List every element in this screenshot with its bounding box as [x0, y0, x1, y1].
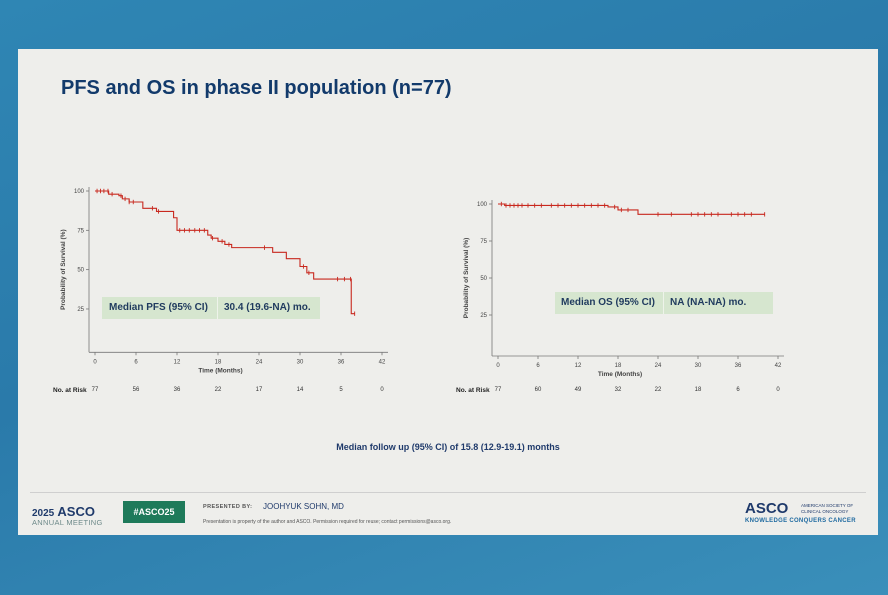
- at-risk-count: 0: [776, 387, 780, 393]
- pfs-chart: 25 50 75 100 0 6 12 18 24 30 36 42 Time (Months) Prob…: [60, 187, 388, 374]
- y-tick-label: 25: [77, 307, 84, 313]
- at-risk-count: 49: [574, 387, 582, 393]
- slide: PFS and OS in phase II population (n=77)…: [18, 49, 878, 535]
- presented-by-label: PRESENTED BY:: [203, 504, 253, 510]
- x-tick-label: 30: [297, 359, 304, 365]
- x-tick-label: 0: [93, 359, 97, 365]
- asco-logo: ASCO: [745, 500, 789, 517]
- y-tick-label: 100: [74, 189, 85, 195]
- slide-title: PFS and OS in phase II population (n=77): [61, 77, 452, 99]
- at-risk-count: 22: [654, 387, 662, 393]
- footer-divider: [30, 492, 866, 493]
- meeting-year: 2025: [32, 508, 55, 519]
- x-tick-label: 42: [775, 363, 782, 369]
- pfs-median-label: Median PFS (95% CI): [109, 302, 208, 313]
- x-tick-label: 30: [695, 363, 702, 369]
- x-tick-label: 42: [379, 359, 386, 365]
- at-risk-count: 18: [694, 387, 702, 393]
- at-risk-count: 22: [214, 387, 222, 393]
- at-risk-count: 14: [296, 387, 304, 393]
- followup-text: Median follow up (95% CI) of 15.8 (12.9-…: [336, 442, 560, 452]
- disclaimer-text: Presentation is property of the author a…: [203, 519, 452, 525]
- x-axis-label: Time (Months): [598, 371, 642, 378]
- at-risk-count: 77: [91, 387, 99, 393]
- os-chart: 25 50 75 100 0 6 12 18 24 30 36 42 Time (Months) Prob…: [463, 200, 784, 378]
- x-tick-label: 36: [338, 359, 345, 365]
- y-tick-label: 75: [77, 228, 84, 234]
- pfs-median-value: 30.4 (19.6-NA) mo.: [217, 297, 311, 319]
- at-risk-count: 5: [339, 387, 343, 393]
- at-risk-count: 60: [534, 387, 542, 393]
- x-tick-label: 18: [215, 359, 222, 365]
- x-tick-label: 24: [655, 363, 662, 369]
- x-tick-label: 24: [256, 359, 263, 365]
- at-risk-count: 0: [380, 387, 384, 393]
- at-risk-count: 17: [255, 387, 263, 393]
- at-risk-count: 32: [614, 387, 622, 393]
- presenter-name: JOOHYUK SOHN, MD: [263, 502, 344, 511]
- os-median-box: Median OS (95% CI) NA (NA-NA) mo.: [555, 292, 773, 314]
- survival-curve: [498, 203, 765, 215]
- x-tick-label: 36: [735, 363, 742, 369]
- at-risk-count: 56: [132, 387, 140, 393]
- x-tick-label: 0: [496, 363, 500, 369]
- pfs-median-box: Median PFS (95% CI) 30.4 (19.6-NA) mo.: [102, 297, 320, 319]
- x-tick-label: 12: [174, 359, 181, 365]
- meeting-asco: ASCO: [57, 504, 95, 519]
- asco-tagline: KNOWLEDGE CONQUERS CANCER: [745, 518, 856, 524]
- y-tick-label: 50: [77, 268, 84, 274]
- survival-curve: [95, 190, 355, 315]
- asco-meeting-logo: 2025 ASCO: [32, 504, 95, 519]
- x-tick-label: 18: [615, 363, 622, 369]
- y-axis-label: Probability of Survival (%): [60, 229, 67, 310]
- y-tick-label: 50: [480, 276, 487, 282]
- hashtag-badge: #ASCO25: [123, 501, 185, 523]
- os-median-label: Median OS (95% CI): [561, 297, 655, 308]
- y-tick-label: 75: [480, 239, 487, 245]
- meeting-name: ANNUAL MEETING: [32, 518, 103, 527]
- at-risk-count: 77: [494, 387, 502, 393]
- at-risk-count: 6: [736, 387, 740, 393]
- pfs-at-risk-label: No. at Risk: [53, 387, 87, 394]
- os-median-value: NA (NA-NA) mo.: [663, 292, 746, 314]
- y-tick-label: 100: [477, 202, 488, 208]
- y-axis-label: Probability of Survival (%): [463, 238, 470, 319]
- y-tick-label: 25: [480, 313, 487, 319]
- at-risk-count: 36: [173, 387, 181, 393]
- os-at-risk-label: No. at Risk: [456, 387, 490, 394]
- x-tick-label: 6: [536, 363, 540, 369]
- x-axis-label: Time (Months): [198, 367, 242, 374]
- x-tick-label: 12: [575, 363, 582, 369]
- asco-logo-subtitle: AMERICAN SOCIETY OF CLINICAL ONCOLOGY: [801, 503, 854, 514]
- x-tick-label: 6: [134, 359, 138, 365]
